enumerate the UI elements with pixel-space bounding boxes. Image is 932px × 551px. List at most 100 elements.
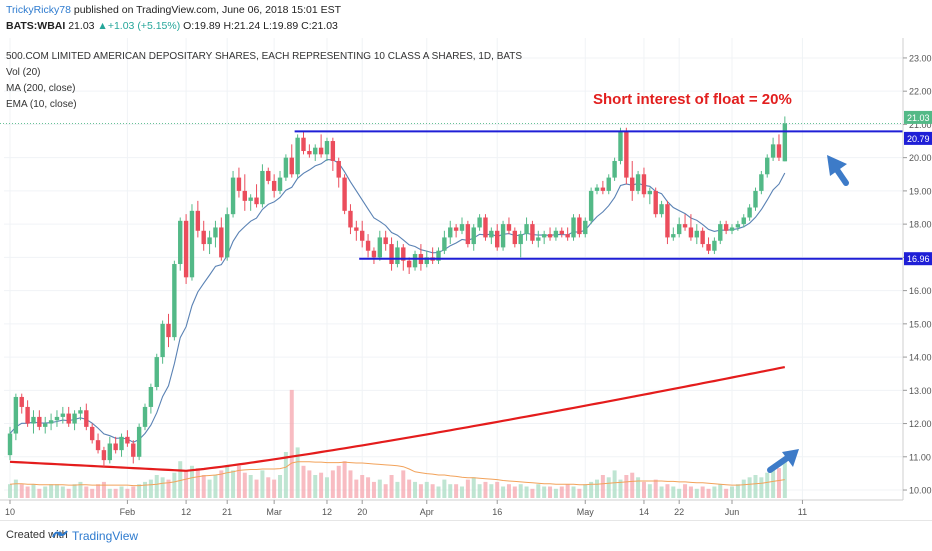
volume-bar — [43, 486, 48, 498]
candle-body — [7, 433, 13, 456]
x-tick-label: 20 — [357, 507, 367, 517]
volume-ma-line — [9, 461, 785, 487]
volume-bar — [724, 488, 729, 498]
open-value: O:19.89 — [183, 20, 221, 32]
candle-body — [606, 177, 611, 191]
volume-bar — [612, 470, 617, 498]
volume-bar — [747, 477, 752, 498]
candle-body — [512, 230, 518, 245]
horizontal-levels — [294, 130, 903, 260]
author-link[interactable]: TrickyRicky78 — [6, 4, 71, 16]
candle-body — [201, 230, 206, 245]
candle-body — [718, 224, 723, 241]
candle-body — [289, 157, 294, 175]
candle-body — [260, 170, 265, 205]
volume-bar — [154, 475, 159, 498]
x-tick-label: 21 — [222, 507, 232, 517]
candle-body — [383, 237, 388, 245]
volume-bar — [765, 472, 770, 498]
candle-body — [653, 190, 658, 215]
candle-body — [172, 264, 177, 338]
volume-bar — [589, 481, 594, 498]
volume-bar — [330, 470, 335, 498]
volume-bar — [371, 481, 376, 498]
y-tick-label: 10.00 — [909, 486, 932, 496]
legend-vol: Vol (20) — [6, 67, 40, 78]
volume-bar — [683, 484, 688, 498]
candle-body — [659, 204, 664, 215]
volume-bar — [636, 477, 641, 498]
volume-bar — [424, 481, 429, 498]
volume-bar — [694, 488, 699, 498]
volume-bar — [624, 475, 629, 498]
volume-bar — [454, 484, 459, 498]
volume-bar — [178, 461, 183, 498]
volume-bar — [653, 479, 658, 498]
candle-body — [618, 131, 623, 161]
candle-body — [213, 227, 218, 238]
candles — [7, 116, 788, 467]
candle-body — [266, 170, 271, 181]
volume-bar — [366, 477, 371, 498]
candle-body — [442, 237, 447, 251]
volume-bar — [753, 475, 758, 498]
volume-bars — [8, 389, 787, 498]
volume-bar — [418, 484, 423, 498]
y-tick-label: 18.00 — [909, 220, 932, 230]
x-tick-label: Feb — [120, 507, 136, 517]
volume-bar — [283, 452, 288, 498]
candle-body — [148, 386, 154, 407]
candle-body — [706, 244, 711, 251]
candle-body — [406, 260, 412, 268]
volume-bar — [600, 475, 605, 498]
candle-body — [571, 217, 576, 238]
price-axis[interactable]: 10.0011.0012.0013.0014.0015.0016.0017.00… — [902, 38, 932, 500]
x-tick-label: 22 — [674, 507, 684, 517]
candle-body — [671, 234, 676, 238]
y-tick-label: 20.00 — [909, 153, 932, 163]
price-change: +1.03 (+5.15%) — [107, 20, 181, 32]
candle-body — [577, 217, 582, 235]
price-label-text: 16.96 — [907, 254, 930, 264]
candle-body — [107, 443, 112, 461]
volume-bar — [207, 479, 212, 498]
candle-body — [142, 406, 148, 427]
short-interest-annotation: Short interest of float = 20% — [593, 91, 792, 108]
candle-body — [301, 137, 306, 152]
price-chart[interactable]: 10.0011.0012.0013.0014.0015.0016.0017.00… — [0, 38, 932, 520]
candle-body — [242, 190, 247, 201]
volume-bar — [559, 486, 564, 498]
volume-bar — [266, 477, 271, 498]
volume-bar — [688, 486, 693, 498]
volume-bar — [776, 468, 781, 498]
tradingview-logo-icon — [52, 530, 68, 538]
legend-ema: EMA (10, close) — [6, 99, 77, 110]
candle-body — [682, 224, 688, 228]
volume-bar — [489, 484, 494, 498]
volume-bar — [231, 470, 236, 498]
volume-bar — [125, 488, 130, 498]
candle-body — [318, 147, 324, 155]
candle-body — [54, 416, 60, 421]
volume-bar — [96, 484, 101, 498]
volume-bar — [771, 468, 776, 498]
volume-bar — [442, 479, 447, 498]
volume-bar — [13, 479, 18, 498]
candle-body — [547, 234, 553, 238]
volume-bar — [518, 484, 523, 498]
candle-body — [207, 237, 212, 245]
candle-body — [295, 137, 300, 175]
volume-bar — [195, 468, 200, 498]
candle-body — [131, 443, 136, 457]
volume-bar — [260, 470, 265, 498]
tradingview-link[interactable]: TradingView — [72, 529, 139, 543]
close-value: C:21.03 — [301, 20, 338, 32]
candle-body — [489, 230, 494, 238]
candle-body — [641, 174, 647, 195]
volume-bar — [501, 486, 506, 498]
volume-bar — [542, 486, 547, 498]
volume-bar — [184, 470, 189, 498]
volume-bar — [735, 484, 740, 498]
volume-bar — [630, 472, 635, 498]
time-axis[interactable]: 10 Feb 12 21 Mar 12 20 Apr 16 May 14 22 Jun 11 — [0, 499, 903, 517]
